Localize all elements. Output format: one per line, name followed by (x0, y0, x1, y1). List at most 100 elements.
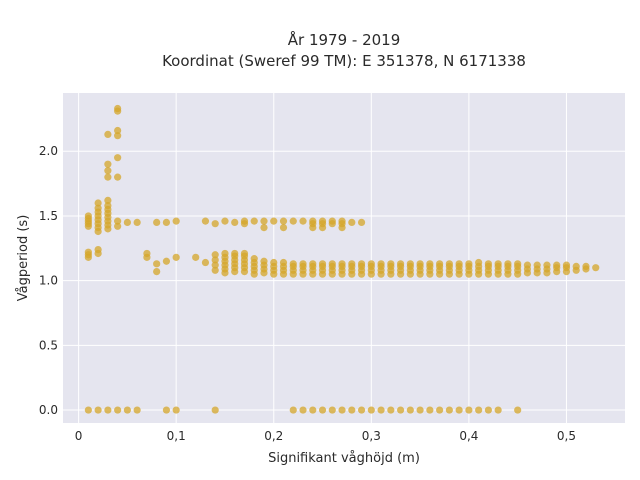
data-point (465, 406, 473, 414)
data-point (104, 160, 112, 168)
data-point (416, 406, 424, 414)
chart-title: År 1979 - 2019 (288, 30, 401, 49)
data-point (455, 406, 463, 414)
data-point (338, 217, 346, 225)
data-point (475, 406, 483, 414)
data-point (94, 245, 102, 254)
data-point (231, 249, 239, 258)
y-tick-label: 0.5 (39, 338, 58, 352)
data-point (211, 406, 219, 414)
data-point (172, 253, 180, 261)
data-point (84, 248, 92, 256)
data-point (201, 258, 210, 267)
data-point (377, 406, 385, 414)
grid-lines (63, 93, 625, 423)
data-point (484, 260, 493, 268)
data-point (123, 406, 131, 414)
data-point (592, 264, 600, 272)
data-point (299, 260, 307, 268)
data-point (162, 406, 171, 414)
data-point (162, 257, 171, 265)
data-point (562, 261, 571, 269)
data-point (260, 257, 268, 265)
y-tick-label: 0.0 (39, 403, 58, 417)
data-point (455, 260, 463, 268)
data-point (279, 258, 288, 267)
data-point (445, 406, 453, 414)
data-point (260, 217, 268, 225)
data-point (357, 406, 366, 414)
data-point (426, 406, 434, 414)
data-point (114, 222, 122, 230)
data-point (250, 217, 258, 225)
data-point (143, 249, 151, 258)
data-point (104, 196, 112, 205)
data-point (84, 406, 92, 414)
data-point (172, 406, 180, 414)
data-point (309, 406, 317, 414)
data-point (114, 217, 122, 225)
data-point (514, 406, 522, 414)
x-tick-label: 0 (75, 429, 83, 443)
data-point (260, 223, 268, 232)
data-point (367, 406, 375, 414)
data-point (465, 260, 473, 268)
data-point (299, 217, 307, 225)
data-point (114, 173, 122, 181)
data-point (406, 406, 414, 414)
data-point (192, 253, 200, 261)
data-point (104, 406, 112, 414)
data-point (279, 223, 288, 232)
data-point (582, 262, 590, 271)
data-point (104, 173, 112, 181)
data-point (328, 406, 336, 414)
data-point (406, 260, 414, 268)
data-point (211, 266, 219, 274)
data-point (436, 406, 444, 414)
data-point (494, 406, 502, 414)
tick-labels: 0 0,1 0,2 0,3 0,4 0,5 0.0 0.5 1.0 1.5 2.0 (39, 144, 576, 443)
data-point (270, 217, 278, 225)
y-axis-label: Vågperiod (s) (16, 215, 31, 302)
data-point (416, 260, 424, 268)
data-point (289, 260, 297, 268)
data-point (221, 249, 229, 258)
data-point (504, 260, 512, 268)
data-point (387, 406, 395, 414)
data-point (289, 406, 297, 414)
data-point (250, 255, 258, 263)
data-point (133, 218, 141, 227)
y-tick-label: 2.0 (39, 144, 58, 158)
data-point (387, 260, 395, 268)
x-tick-label: 0,5 (557, 429, 576, 443)
data-point (396, 406, 405, 414)
data-point (211, 251, 219, 259)
data-point (133, 406, 141, 414)
data-point (94, 204, 102, 212)
data-point (270, 258, 278, 267)
data-point (309, 217, 317, 225)
data-point (84, 212, 92, 220)
data-point (338, 406, 346, 414)
data-point (104, 201, 112, 210)
data-point (367, 260, 375, 268)
data-point (114, 126, 122, 135)
data-point (279, 217, 288, 225)
x-axis-label: Signifikant våghöjd (m) (268, 451, 420, 466)
data-point (377, 260, 385, 268)
data-point (543, 261, 551, 269)
data-point (523, 261, 532, 269)
data-point (533, 261, 541, 269)
data-point (240, 249, 249, 258)
data-point (211, 256, 219, 264)
data-point (348, 406, 356, 414)
data-point (153, 267, 161, 276)
data-point (221, 217, 229, 225)
data-point (104, 130, 112, 139)
data-point (318, 260, 327, 268)
data-point (348, 260, 356, 268)
x-tick-label: 0,3 (362, 429, 381, 443)
data-point (494, 260, 502, 268)
y-tick-label: 1.5 (39, 209, 58, 223)
x-tick-label: 0,2 (264, 429, 283, 443)
